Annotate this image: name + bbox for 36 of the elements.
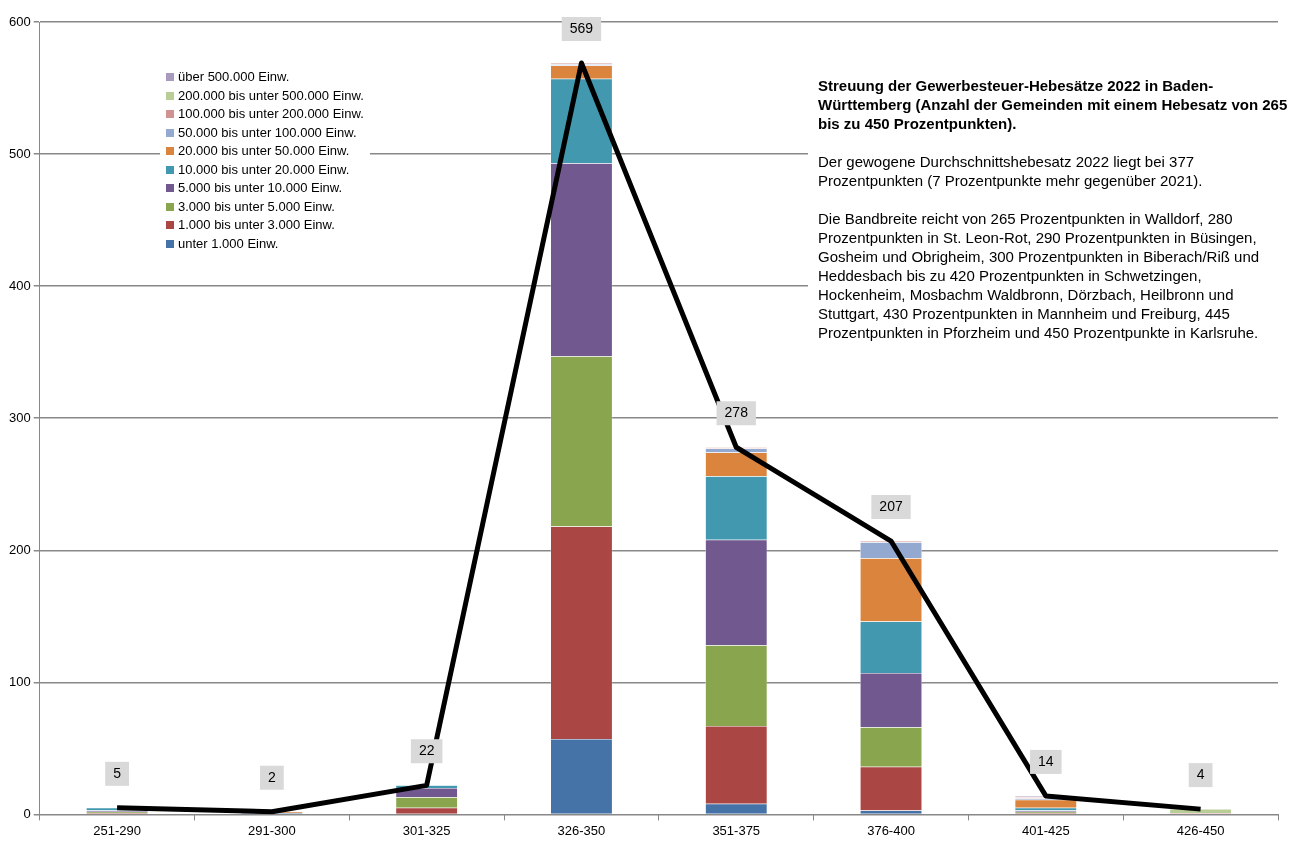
- legend-label: 10.000 bis unter 20.000 Einw.: [178, 160, 350, 179]
- x-tick-label: 401-425: [1021, 822, 1070, 838]
- data-label: 4: [1196, 765, 1205, 782]
- data-label: 207: [879, 497, 903, 514]
- legend-label: über 500.000 Einw.: [178, 68, 290, 86]
- y-tick-label: 100: [8, 673, 31, 689]
- x-tick-label: 251-290: [93, 822, 141, 838]
- legend-label: 1.000 bis unter 3.000 Einw.: [178, 216, 335, 234]
- legend-label: 100.000 bis unter 200.000 Einw.: [178, 105, 364, 123]
- legend-label: 20.000 bis unter 50.000 Einw.: [178, 142, 350, 160]
- text: Streuung der Gewerbesteuer-Hebesätze 2022 in Baden-Württemberg (Anzahl der Gemeinden mit einem Hebesatz von 265 bis zu 450 Prozentpunkten).: [818, 76, 1288, 133]
- annotation: Die Bandbreite reicht von 265 Prozentpunkten in Walldorf, 280 Prozentpunkten in St. Leon-Rot, 290 Prozentpunkten in Büsingen, Gosheim und Obrigheim, 300 Prozentpunkten in Biberach/Riß und Heddesbach bis zu 420 Prozentpunkten in Schwetzingen, Hockenheim, Mosbachm Waldbronn, Dörzbach, Heilbronn und Stuttgart, 430 Prozentpunkten in Mannheim und Freiburg, 445 Prozentpunkten in Pforzheim und 450 Prozentpunkte in Karlsruhe.: [818, 209, 1261, 342]
- data-label: 5: [113, 764, 122, 781]
- legend-label: 3.000 bis unter 5.000 Einw.: [178, 197, 335, 216]
- x-tick-label: 351-375: [712, 822, 761, 838]
- legend-label: unter 1.000 Einw.: [178, 234, 279, 253]
- data-label: 14: [1038, 752, 1054, 769]
- x-tick-label: 291-300: [248, 822, 296, 838]
- y-tick-label: 0: [23, 805, 31, 821]
- x-tick-label: 426-450: [1176, 822, 1225, 838]
- x-tick-label: 326-350: [557, 822, 606, 838]
- y-tick-label: 600: [8, 13, 31, 29]
- y-tick-label: 300: [8, 409, 31, 425]
- data-label: 569: [569, 19, 594, 36]
- x-tick-label: 301-325: [402, 822, 451, 838]
- data-label: 2: [267, 768, 276, 785]
- data-label: 22: [418, 742, 435, 759]
- legend-label: 200.000 bis unter 500.000 Einw.: [178, 86, 364, 105]
- y-tick-label: 400: [8, 277, 31, 293]
- annotation: Der gewogene Durchschnittshebesatz 2022 liegt bei 377 Prozentpunkten (7 Prozentpunkte mehr gegenüber 2021).: [818, 152, 1204, 190]
- data-label: 278: [724, 404, 749, 421]
- legend-label: 5.000 bis unter 10.000 Einw.: [178, 179, 343, 197]
- y-tick-label: 500: [8, 145, 31, 161]
- legend-label: 50.000 bis unter 100.000 Einw.: [178, 123, 357, 142]
- y-tick-label: 200: [8, 541, 31, 557]
- x-tick-label: 376-400: [867, 822, 915, 838]
